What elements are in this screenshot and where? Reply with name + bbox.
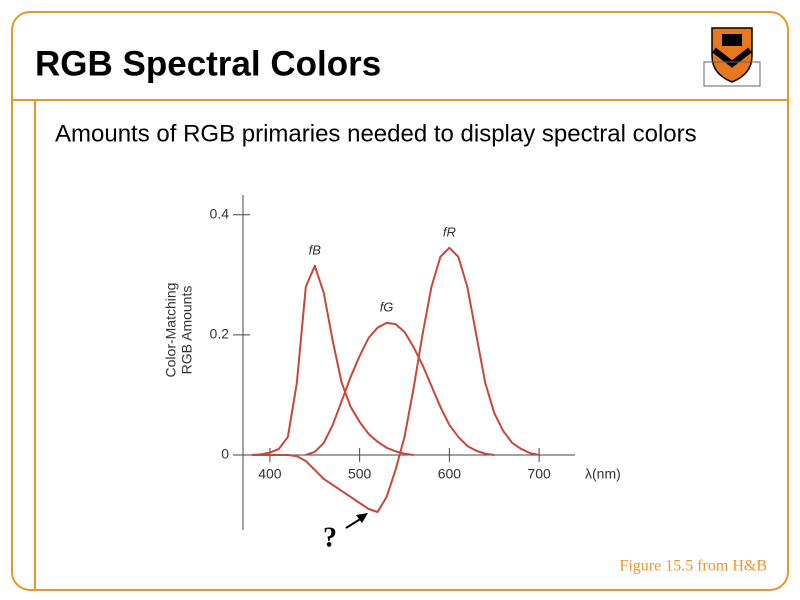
x-tick-label: 700 xyxy=(527,466,551,482)
series-label: fR xyxy=(443,224,456,239)
figure-caption: Figure 15.5 from H&B xyxy=(619,558,767,575)
series-label: fG xyxy=(380,299,394,314)
y-tick-label: 0 xyxy=(221,446,229,462)
y-tick-label: 0.2 xyxy=(210,326,230,342)
series-line xyxy=(305,321,495,456)
logo xyxy=(703,27,761,87)
slide-title: RGB Spectral Colors xyxy=(35,44,381,83)
series-line xyxy=(251,264,414,456)
question-mark: ? xyxy=(323,522,337,553)
x-tick-label: 400 xyxy=(258,466,282,482)
y-tick-label: 0.4 xyxy=(210,206,230,222)
x-axis-label: λ(nm) xyxy=(585,466,621,482)
x-tick-label: 600 xyxy=(438,466,462,482)
y-axis-label: RGB Amounts xyxy=(179,286,195,375)
arrow xyxy=(345,513,368,529)
x-tick-label: 500 xyxy=(348,466,372,482)
series-label: fB xyxy=(309,242,322,257)
y-axis-label: Color-Matching xyxy=(163,283,179,378)
slide-subtitle: Amounts of RGB primaries needed to displ… xyxy=(55,120,697,147)
slide-border xyxy=(11,11,789,591)
series-line xyxy=(251,246,540,513)
